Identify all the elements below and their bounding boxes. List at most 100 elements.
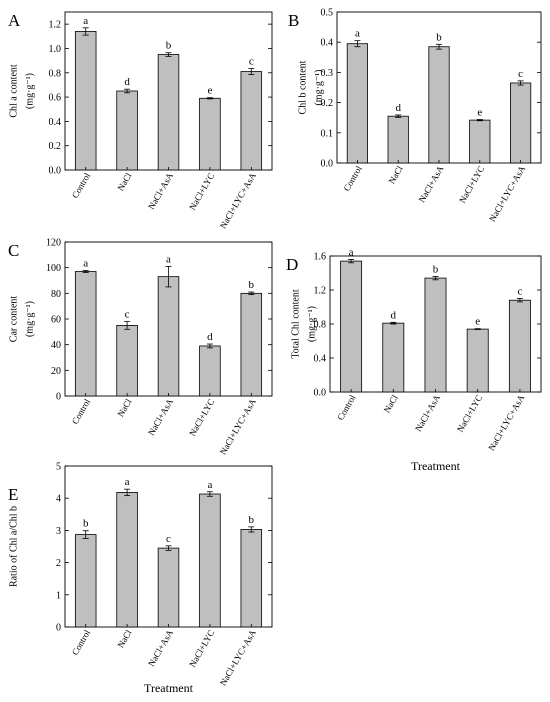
panel-c-bar bbox=[74, 271, 97, 397]
panel-b-ytick-label: 0.5 bbox=[321, 8, 334, 19]
panel-b-significance-letter: b bbox=[436, 31, 442, 43]
panel-a-letter: A bbox=[8, 11, 21, 30]
panel-d-significance-letter: d bbox=[391, 309, 397, 321]
panel-e-xlabel: Treatment bbox=[144, 681, 194, 695]
panel-c-bar bbox=[199, 345, 221, 397]
panel-b-ytick-label: 0.3 bbox=[321, 68, 334, 79]
panel-a-yunit: (mg·g⁻¹) bbox=[24, 73, 35, 109]
panel-e-bar bbox=[157, 547, 180, 628]
panel-e-significance-letter: c bbox=[166, 533, 171, 545]
panel-c-letter: C bbox=[8, 241, 19, 260]
panel-a-bar bbox=[116, 90, 138, 171]
panel-b-bar bbox=[469, 119, 491, 164]
panel-c-significance-letter: a bbox=[166, 253, 171, 265]
panel-c-category-label: NaCl bbox=[115, 397, 133, 419]
panel-c-category-label: NaCl+LYC bbox=[187, 397, 216, 438]
panel-b-significance-letter: a bbox=[355, 28, 360, 40]
panel-d-bar bbox=[340, 260, 363, 393]
panel-e-ytick-label: 4 bbox=[56, 494, 61, 505]
panel-d-ylabel: Total Chl content bbox=[290, 289, 301, 359]
panel-c-bar bbox=[116, 325, 138, 397]
panel-d-ytick-label: 0.8 bbox=[314, 320, 327, 331]
panel-a-bar bbox=[199, 97, 221, 171]
panel-c-yunit: (mg·g⁻¹) bbox=[24, 301, 35, 337]
panel-d-ytick-label: 0.0 bbox=[314, 388, 327, 399]
panel-a-bar bbox=[157, 54, 180, 171]
panel-d-ytick-label: 0.4 bbox=[314, 354, 327, 365]
panel-a-category-label: NaCl+LYC+AsA bbox=[218, 171, 258, 231]
panel-a-ytick-label: 1.2 bbox=[49, 20, 62, 31]
panel-c-category-label: Control bbox=[70, 397, 93, 426]
panel-a-ytick-label: 0.8 bbox=[49, 68, 62, 79]
panel-d-category-label: NaCl bbox=[382, 393, 400, 415]
panel-c-category-label: NaCl+LYC+AsA bbox=[218, 397, 258, 457]
panel-d-significance-letter: e bbox=[475, 316, 480, 328]
panel-a-significance-letter: a bbox=[83, 15, 88, 27]
panel-e-significance-letter: a bbox=[125, 476, 130, 488]
panel-b-letter: B bbox=[288, 11, 299, 30]
panel-e-ytick-label: 5 bbox=[56, 462, 61, 473]
panel-e-significance-letter: b bbox=[249, 514, 255, 526]
panel-c-bar bbox=[240, 292, 263, 397]
panel-e-significance-letter: b bbox=[83, 518, 89, 530]
panel-b: B 0.0 0.1 0.2 0.3 0.4 0.5 Chl b content (mg·g⁻¹)… bbox=[288, 8, 542, 224]
panel-a-ylabel: Chl a content bbox=[8, 64, 19, 118]
panel-e-ytick-label: 0 bbox=[56, 623, 61, 634]
panel-d-significance-letter: c bbox=[517, 286, 522, 298]
panel-d-xlabel: Treatment bbox=[411, 459, 461, 473]
panel-c: C 0 20 40 60 80 100 120 Car content (mg·g⁻¹) a Cont… bbox=[8, 238, 273, 457]
panel-d-category-label: NaCl+AsA bbox=[413, 393, 442, 434]
panel-d-bar bbox=[424, 277, 447, 393]
panel-c-ytick-label: 100 bbox=[46, 263, 61, 274]
panel-d: D 0.0 0.4 0.8 1.2 1.6 Total Chl content (mg·g⁻¹… bbox=[286, 246, 542, 473]
panel-a: A 0.0 0.2 0.4 0.6 0.8 1.0 1.2 Chl a content (mg·g… bbox=[8, 11, 273, 231]
panel-c-ytick-label: 40 bbox=[51, 340, 61, 351]
panel-c-significance-letter: d bbox=[207, 331, 213, 343]
panel-a-ytick-label: 1.0 bbox=[49, 44, 62, 55]
panel-e-category-label: Control bbox=[70, 628, 93, 657]
panel-a-ytick-label: 0.4 bbox=[49, 117, 62, 128]
panel-a-bar bbox=[240, 71, 263, 171]
panel-b-significance-letter: e bbox=[477, 107, 482, 119]
panel-d-ytick-label: 1.6 bbox=[314, 252, 327, 263]
panel-e-ytick-label: 2 bbox=[56, 558, 61, 569]
panel-e-category-label: NaCl+LYC bbox=[187, 628, 216, 669]
panel-c-significance-letter: b bbox=[249, 279, 255, 291]
panel-b-ylabel: Chl b content bbox=[297, 60, 308, 114]
panel-b-significance-letter: d bbox=[395, 102, 401, 114]
panel-d-category-label: NaCl+LYC+AsA bbox=[486, 393, 526, 453]
panel-a-category-label: NaCl+AsA bbox=[146, 171, 175, 212]
panel-a-ytick-label: 0.0 bbox=[49, 166, 62, 177]
panel-d-significance-letter: a bbox=[349, 246, 354, 258]
panel-e-bar bbox=[74, 534, 97, 628]
panel-e-bar bbox=[116, 492, 138, 628]
panels-layer: A 0.0 0.2 0.4 0.6 0.8 1.0 1.2 Chl a content (mg·g… bbox=[8, 8, 542, 695]
panel-d-significance-letter: b bbox=[433, 263, 439, 275]
panel-d-yunit: (mg·g⁻¹) bbox=[306, 306, 317, 342]
panel-e-bar bbox=[240, 529, 263, 628]
panel-c-category-label: NaCl+AsA bbox=[146, 397, 175, 438]
panel-b-category-label: NaCl+LYC bbox=[457, 164, 486, 205]
panel-a-significance-letter: b bbox=[166, 40, 172, 52]
panel-b-ytick-label: 0.4 bbox=[321, 38, 334, 49]
panel-a-bar bbox=[74, 31, 97, 171]
panel-a-significance-letter: c bbox=[249, 56, 254, 68]
panel-d-category-label: Control bbox=[335, 393, 358, 422]
panel-b-ytick-label: 0.2 bbox=[321, 98, 334, 109]
panel-b-significance-letter: c bbox=[518, 68, 523, 80]
panel-b-category-label: Control bbox=[342, 164, 365, 193]
panel-e-category-label: NaCl+AsA bbox=[146, 628, 175, 669]
panel-b-category-label: NaCl bbox=[387, 164, 405, 186]
panel-c-ytick-label: 20 bbox=[51, 366, 61, 377]
panel-a-category-label: Control bbox=[70, 171, 93, 200]
panel-c-ylabel: Car content bbox=[8, 296, 19, 343]
panel-c-ytick-label: 120 bbox=[46, 238, 61, 249]
panel-b-category-label: NaCl+AsA bbox=[417, 164, 446, 205]
panel-e-category-label: NaCl bbox=[115, 628, 133, 650]
panel-a-ytick-label: 0.6 bbox=[49, 93, 62, 104]
panel-b-category-label: NaCl+LYC+AsA bbox=[487, 164, 527, 224]
panel-c-ytick-label: 0 bbox=[56, 392, 61, 403]
panel-c-bar bbox=[157, 276, 180, 397]
panel-c-ytick-label: 60 bbox=[51, 315, 61, 326]
